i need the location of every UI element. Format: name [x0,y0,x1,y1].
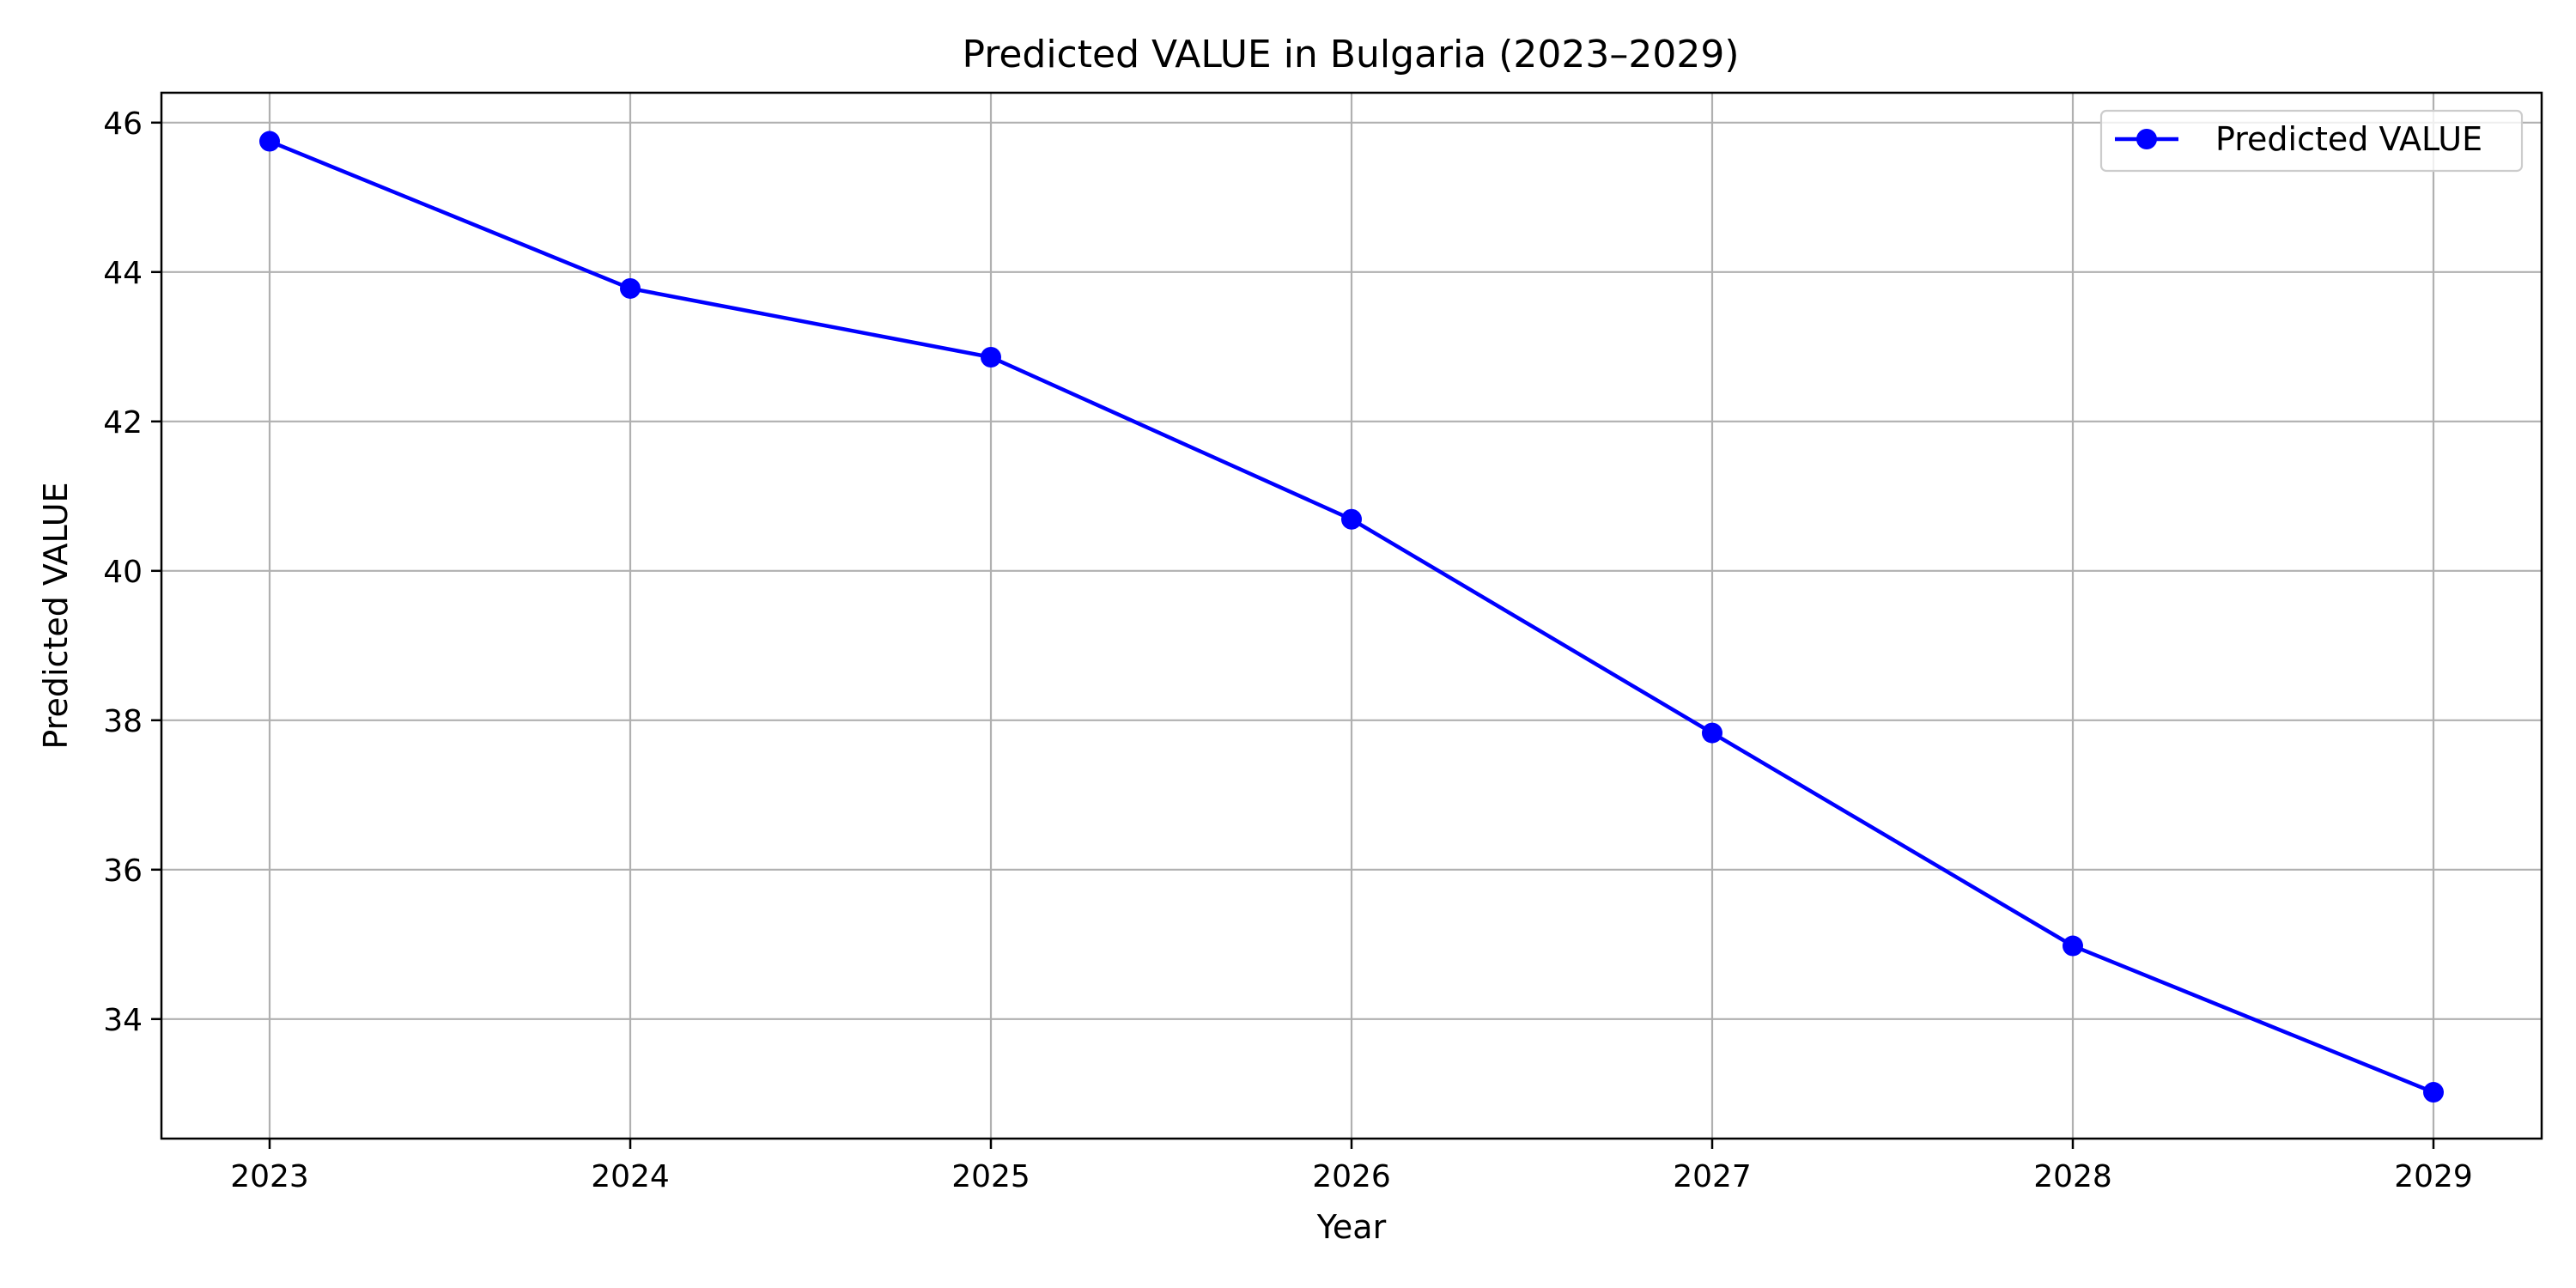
legend: Predicted VALUE [2099,109,2524,173]
series-layer [259,131,2444,1103]
legend-box [2099,109,2524,173]
y-tick-label: 46 [103,106,143,142]
x-tick-label: 2029 [2394,1159,2473,1194]
data-point [981,346,1001,368]
x-axis-label: Year [1316,1208,1387,1246]
x-tick-label: 2024 [591,1159,670,1194]
data-point [620,277,641,299]
legend-marker-sample [2136,129,2157,149]
chart-title: Predicted VALUE in Bulgaria (2023–2029) [962,33,1739,76]
data-point [1702,722,1722,744]
data-point [259,131,280,152]
y-tick-label: 34 [103,1003,143,1038]
x-tick-label: 2028 [2033,1159,2112,1194]
y-tick-label: 38 [103,704,143,739]
y-axis-label: Predicted VALUE [37,482,75,749]
x-tick-label: 2023 [230,1159,309,1194]
y-tick-label: 42 [103,405,143,440]
legend-label: Predicted VALUE [2215,120,2482,158]
x-tick-label: 2025 [951,1159,1030,1194]
grid [161,93,2542,1139]
y-tick-label: 44 [103,256,143,291]
y-tick-label: 40 [103,555,143,590]
y-tick-label: 36 [103,854,143,889]
x-tick-label: 2026 [1312,1159,1391,1194]
x-tick-label: 2027 [1673,1159,1752,1194]
data-point [2423,1082,2444,1103]
data-point [2063,935,2083,957]
data-point [1341,508,1362,530]
axis-ticks: 2023 2024 2025 2026 2027 2028 2029 34 36 38 40 42 44… [103,106,2473,1194]
